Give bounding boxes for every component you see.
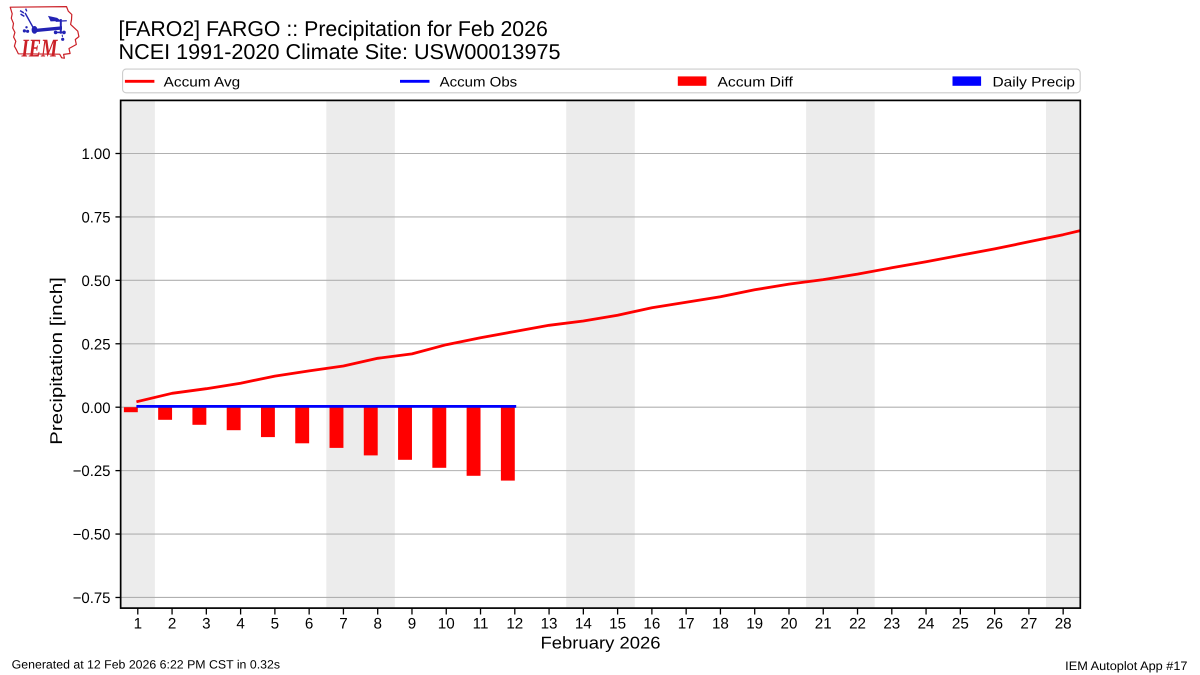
svg-text:IEM Autoplot App #17: IEM Autoplot App #17: [1065, 659, 1187, 673]
svg-text:14: 14: [575, 616, 592, 633]
svg-text:23: 23: [883, 616, 900, 633]
svg-text:24: 24: [918, 616, 935, 633]
svg-text:0.00: 0.00: [82, 400, 111, 417]
svg-text:15: 15: [609, 616, 626, 633]
svg-text:25: 25: [952, 616, 969, 633]
svg-text:Accum Diff: Accum Diff: [718, 74, 793, 89]
svg-text:22: 22: [849, 616, 866, 633]
svg-text:9: 9: [408, 616, 416, 633]
svg-text:12: 12: [506, 616, 523, 633]
svg-text:0.50: 0.50: [82, 273, 111, 290]
svg-text:19: 19: [746, 616, 763, 633]
svg-text:2: 2: [168, 616, 176, 633]
svg-text:6: 6: [305, 616, 313, 633]
svg-text:−0.25: −0.25: [73, 463, 111, 480]
svg-text:18: 18: [712, 616, 729, 633]
svg-text:−0.75: −0.75: [73, 590, 111, 607]
svg-text:21: 21: [815, 616, 832, 633]
svg-text:27: 27: [1020, 616, 1037, 633]
svg-text:[FARO2] FARGO :: Precipitation: [FARO2] FARGO :: Precipitation for Feb 2…: [119, 17, 548, 41]
svg-text:17: 17: [678, 616, 695, 633]
svg-text:NCEI 1991-2020 Climate Site: U: NCEI 1991-2020 Climate Site: USW00013975: [119, 40, 561, 64]
svg-text:13: 13: [541, 616, 558, 633]
svg-text:Accum Obs: Accum Obs: [440, 74, 518, 89]
svg-text:10: 10: [438, 616, 455, 633]
svg-text:4: 4: [236, 616, 244, 633]
svg-text:IEM: IEM: [21, 34, 59, 63]
svg-text:−0.50: −0.50: [73, 527, 111, 544]
svg-text:3: 3: [202, 616, 210, 633]
svg-text:Accum Avg: Accum Avg: [164, 74, 241, 89]
svg-text:1.00: 1.00: [82, 146, 111, 163]
svg-text:Daily Precip: Daily Precip: [993, 74, 1076, 89]
svg-text:Precipitation [inch]: Precipitation [inch]: [47, 277, 66, 445]
svg-text:February 2026: February 2026: [541, 633, 661, 652]
svg-text:0.75: 0.75: [82, 210, 111, 227]
svg-text:26: 26: [986, 616, 1003, 633]
svg-text:Generated at 12 Feb 2026 6:22: Generated at 12 Feb 2026 6:22 PM CST in …: [12, 657, 280, 671]
svg-text:7: 7: [339, 616, 347, 633]
svg-text:16: 16: [643, 616, 660, 633]
svg-text:1: 1: [134, 616, 142, 633]
svg-text:5: 5: [271, 616, 279, 633]
svg-text:28: 28: [1055, 616, 1072, 633]
svg-text:0.25: 0.25: [82, 336, 111, 353]
svg-text:11: 11: [473, 616, 489, 633]
svg-text:8: 8: [373, 616, 381, 633]
svg-text:20: 20: [781, 616, 798, 633]
